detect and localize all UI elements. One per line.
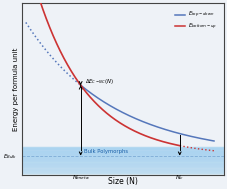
Bar xyxy=(22,165,224,166)
Y-axis label: Energy per formula unit: Energy per formula unit xyxy=(13,48,19,131)
Text: $N_c$: $N_c$ xyxy=(175,174,184,182)
Bar xyxy=(22,170,224,171)
Text: $E_{Bulk}$: $E_{Bulk}$ xyxy=(3,152,17,161)
Bar xyxy=(22,162,224,163)
Bar xyxy=(22,158,224,159)
Bar xyxy=(22,152,224,153)
Bar xyxy=(22,163,224,164)
Bar xyxy=(22,161,224,162)
X-axis label: Size (N): Size (N) xyxy=(108,177,138,186)
Bar xyxy=(22,164,224,165)
Bar xyxy=(22,171,224,172)
Bar xyxy=(22,154,224,155)
Bar xyxy=(22,172,224,173)
Bar xyxy=(22,149,224,150)
Text: $\Delta E_{C-NC}(N)$: $\Delta E_{C-NC}(N)$ xyxy=(85,77,114,86)
Bar xyxy=(22,169,224,170)
Bar xyxy=(22,166,224,167)
Bar xyxy=(22,168,224,169)
Bar xyxy=(22,173,224,174)
Bar xyxy=(22,156,224,157)
Bar xyxy=(22,151,224,152)
Text: $N_{meta}$: $N_{meta}$ xyxy=(72,174,89,182)
Bar xyxy=(22,153,224,154)
Legend: $E_{top-down}$, $E_{bottom-up}$: $E_{top-down}$, $E_{bottom-up}$ xyxy=(173,8,219,34)
Bar xyxy=(22,159,224,160)
Bar xyxy=(22,160,224,161)
Bar xyxy=(22,150,224,151)
Bar xyxy=(22,157,224,158)
Bar xyxy=(22,167,224,168)
Bar xyxy=(22,155,224,156)
Text: Bulk Polymorphs: Bulk Polymorphs xyxy=(84,149,129,154)
Bar xyxy=(22,148,224,149)
Bar xyxy=(22,147,224,148)
